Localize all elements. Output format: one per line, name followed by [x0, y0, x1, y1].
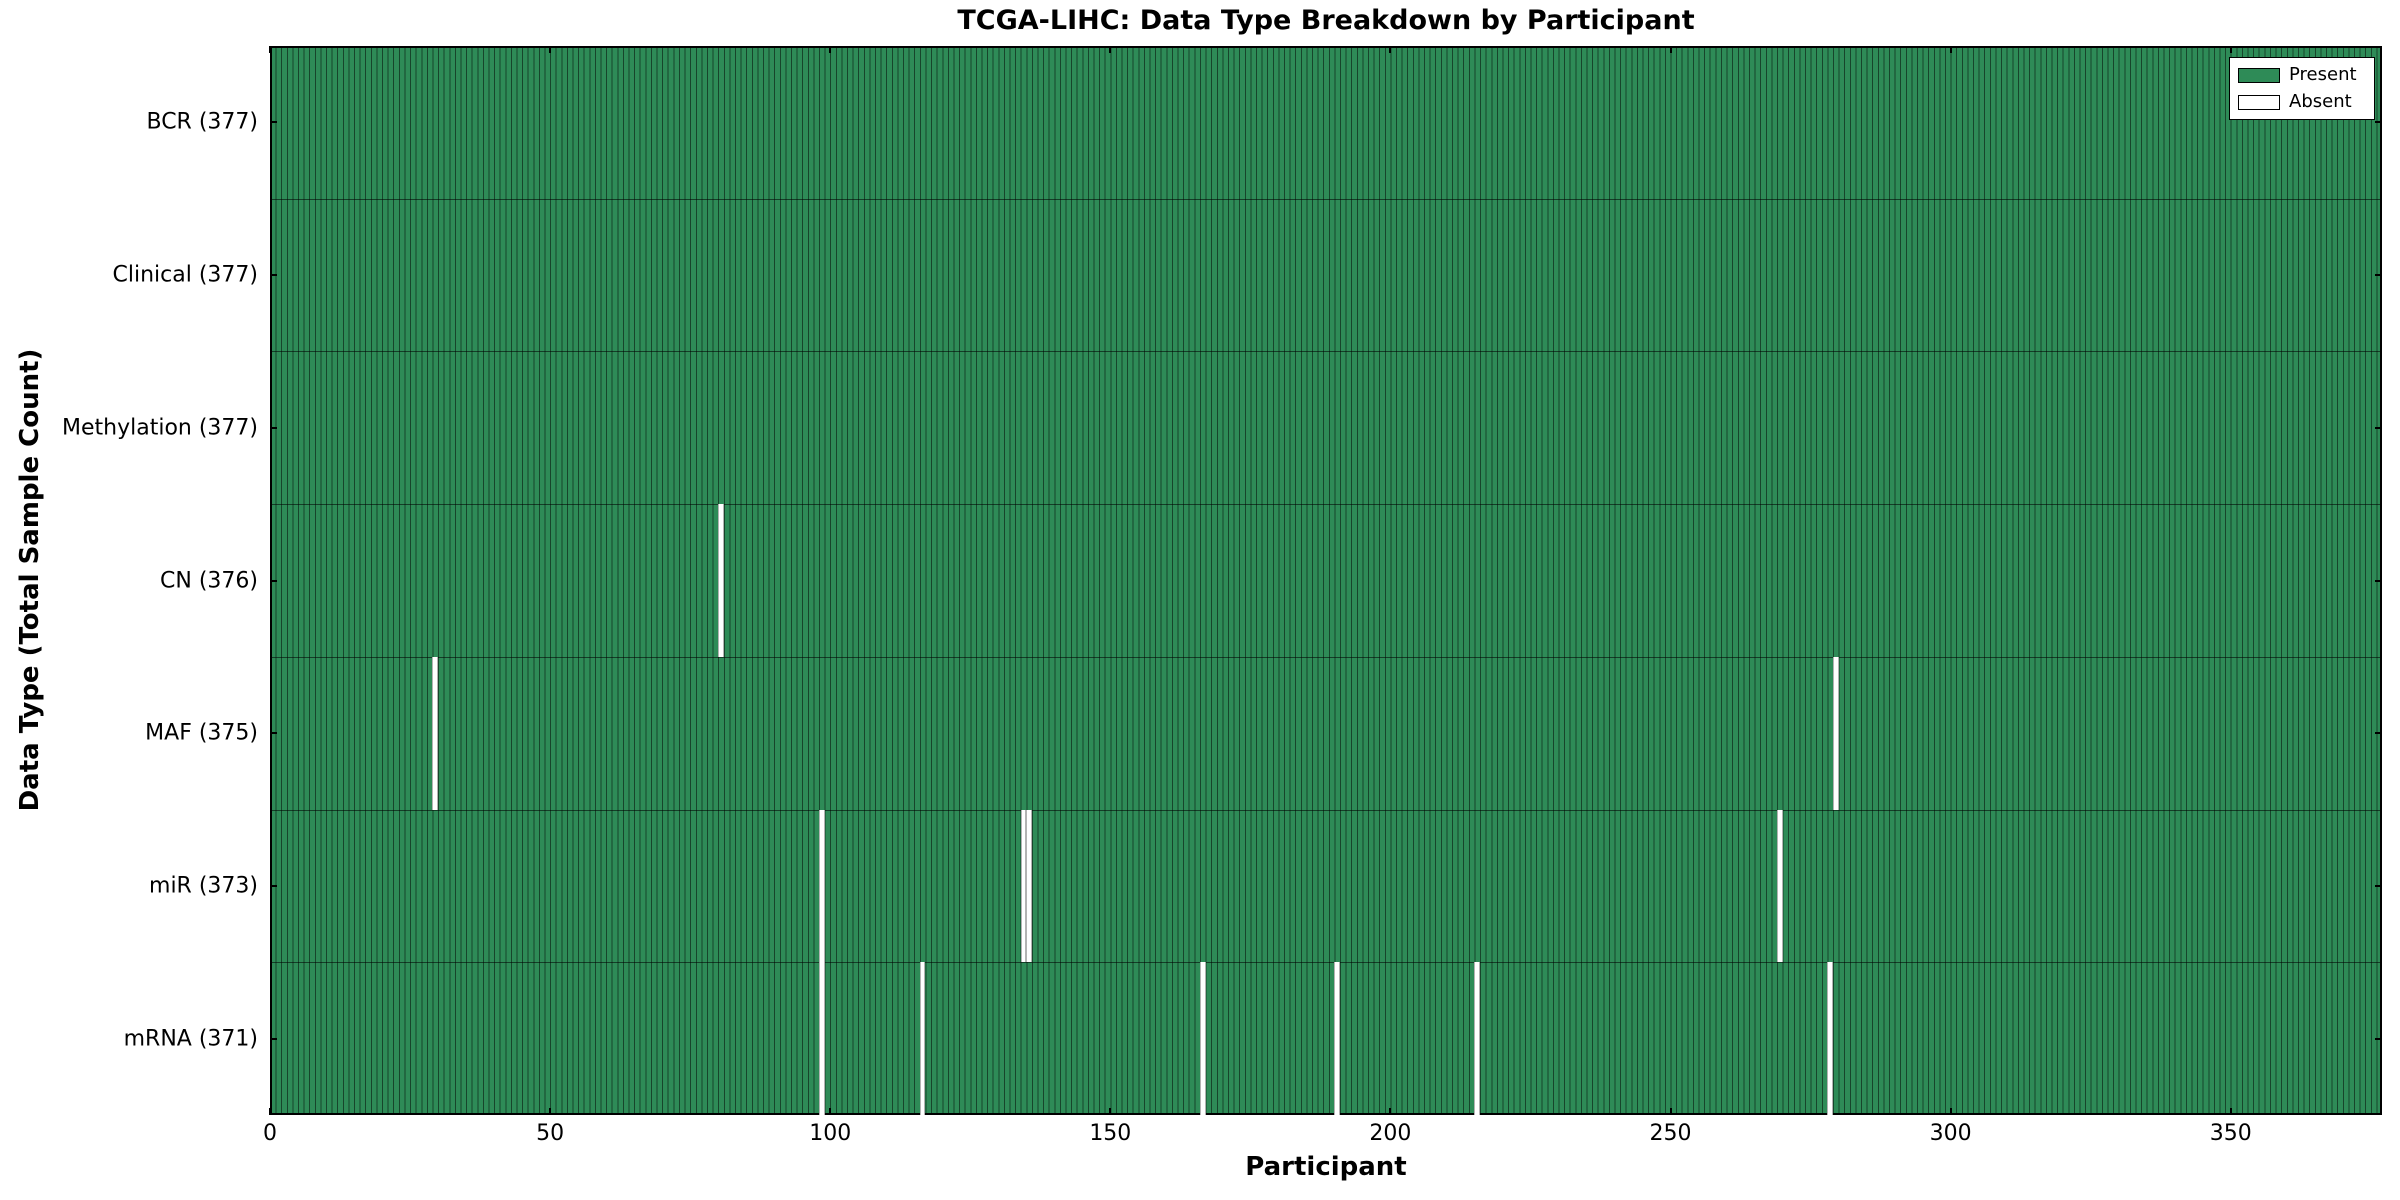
legend-entry-absent: Absent	[2238, 92, 2366, 112]
y-tick-label-CN: CN (376)	[160, 568, 258, 593]
legend-swatch-present	[2238, 67, 2280, 83]
x-tick-mark	[2229, 1108, 2232, 1115]
y-tick-mark	[270, 426, 277, 429]
row-divider	[270, 198, 2382, 200]
absent-bar-mRNA-215	[1474, 962, 1481, 1115]
row-divider	[270, 962, 2382, 964]
y-tick-mark-right	[2375, 121, 2382, 124]
y-tick-mark-right	[2375, 884, 2382, 887]
x-tick-mark-top	[269, 46, 271, 53]
y-tick-mark-right	[2375, 274, 2382, 277]
x-tick-label: 300	[1929, 1121, 1972, 1146]
x-tick-mark-top	[829, 46, 832, 53]
y-tick-label-mRNA: mRNA (371)	[123, 1026, 258, 1052]
row-divider	[270, 809, 2382, 811]
absent-bar-mRNA-190	[1334, 962, 1340, 1115]
absent-bar-miR-135	[1026, 809, 1032, 963]
x-tick-mark-top	[549, 46, 552, 53]
absent-bar-miR-134	[1020, 809, 1027, 963]
absent-bar-miR-98	[819, 809, 825, 963]
x-tick-mark	[1669, 1108, 1672, 1115]
row-divider	[270, 504, 2382, 506]
y-tick-mark-right	[2375, 1037, 2382, 1040]
y-tick-label-Clinical: Clinical (377)	[112, 262, 258, 288]
plot-area	[269, 46, 2382, 1115]
x-tick-label: 350	[2209, 1121, 2252, 1146]
absent-bar-MAF-279	[1832, 656, 1839, 810]
y-tick-mark	[270, 579, 277, 582]
y-tick-mark	[270, 1037, 277, 1040]
absent-bar-mRNA-166	[1199, 962, 1206, 1115]
row-divider	[270, 351, 2382, 353]
legend-label: Absent	[2289, 91, 2352, 112]
x-tick-mark	[829, 1108, 832, 1115]
y-tick-mark-right	[2375, 426, 2382, 429]
y-tick-label-MAF: MAF (375)	[145, 720, 258, 746]
legend: Present Absent	[2229, 57, 2375, 120]
x-tick-mark	[1949, 1108, 1952, 1115]
y-tick-label-miR: miR (373)	[149, 873, 258, 899]
absent-bar-mRNA-98	[819, 962, 825, 1115]
x-tick-label: 150	[1089, 1121, 1132, 1146]
x-tick-mark-top	[1949, 46, 1952, 53]
absent-bar-mRNA-278	[1827, 962, 1833, 1115]
absent-bar-MAF-29	[432, 656, 439, 810]
absent-bar-CN-80	[718, 504, 724, 657]
legend-swatch-absent	[2238, 94, 2280, 110]
x-tick-mark-top	[1669, 46, 1672, 53]
x-tick-mark	[269, 1108, 271, 1115]
x-tick-label: 0	[263, 1121, 277, 1146]
y-tick-mark	[270, 121, 277, 124]
y-tick-mark	[270, 732, 277, 735]
y-tick-mark	[270, 884, 277, 887]
legend-label: Present	[2289, 64, 2357, 85]
x-tick-mark	[1389, 1108, 1392, 1115]
x-tick-label: 50	[536, 1121, 565, 1146]
chart-title: TCGA-LIHC: Data Type Breakdown by Partic…	[957, 5, 1695, 36]
absent-bar-miR-269	[1776, 809, 1783, 963]
legend-entry-present: Present	[2238, 65, 2366, 85]
row-divider	[270, 656, 2382, 658]
plot-frame	[270, 46, 2382, 1115]
x-tick-mark-top	[1109, 46, 1112, 53]
x-tick-mark-top	[1389, 46, 1392, 53]
x-axis-label: Participant	[1245, 1152, 1407, 1182]
x-tick-label: 200	[1369, 1121, 1412, 1146]
x-tick-mark	[1109, 1108, 1112, 1115]
y-tick-mark-right	[2375, 732, 2382, 735]
y-tick-mark-right	[2375, 579, 2382, 582]
x-tick-mark-top	[2229, 46, 2232, 53]
x-tick-label: 100	[809, 1121, 852, 1146]
absent-bar-mRNA-116	[919, 962, 926, 1115]
y-tick-mark	[270, 274, 277, 277]
y-tick-label-Methylation: Methylation (377)	[62, 415, 258, 441]
x-tick-mark	[549, 1108, 552, 1115]
x-tick-label: 250	[1649, 1121, 1692, 1146]
y-tick-label-BCR: BCR (377)	[146, 109, 258, 135]
